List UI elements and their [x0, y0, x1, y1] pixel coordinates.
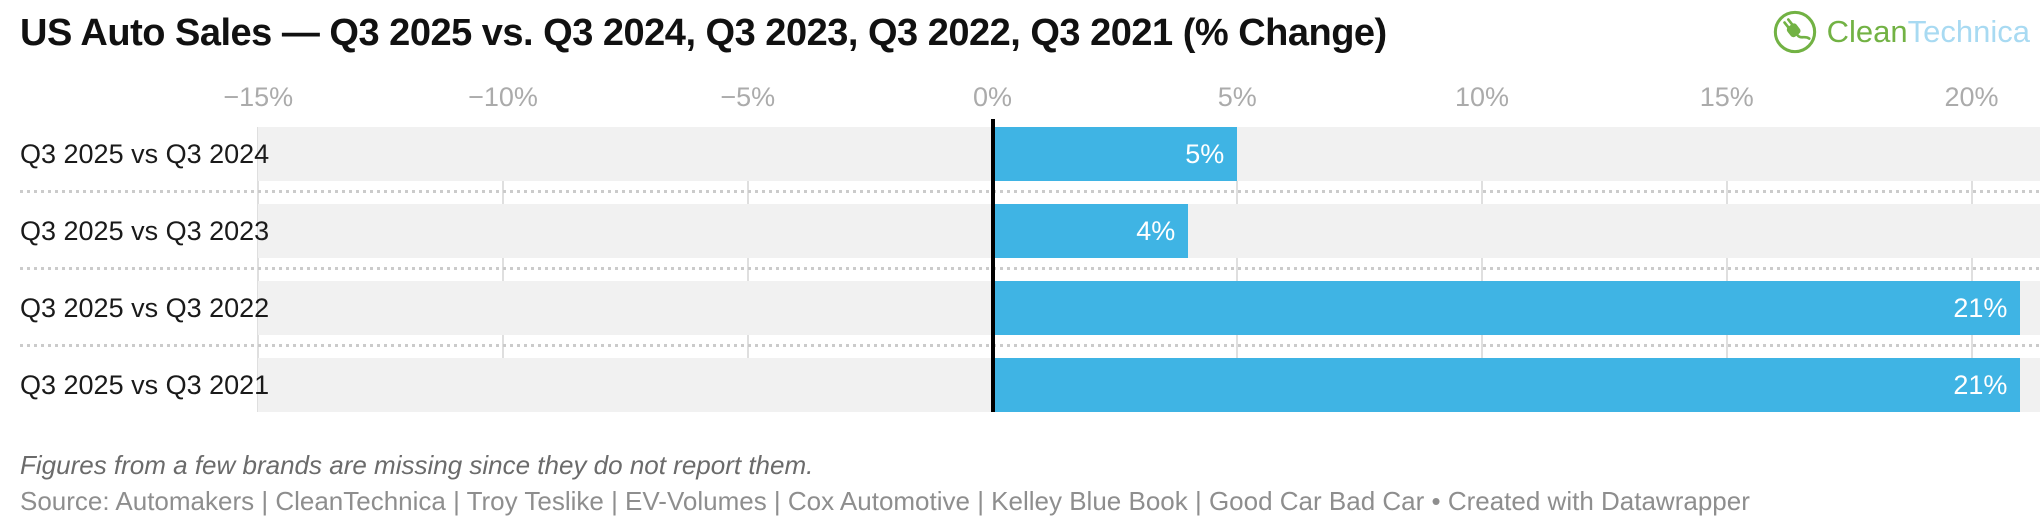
bar-value-label: 21%	[1953, 292, 2008, 323]
logo-word-technica: Technica	[1907, 14, 2030, 49]
bar-value-label: 4%	[1136, 215, 1176, 246]
x-axis-tick-label: 10%	[1454, 82, 1510, 112]
bar[interactable]: 4%	[994, 204, 1189, 258]
cleantechnica-plug-icon	[1773, 10, 1816, 54]
zero-baseline	[990, 119, 995, 412]
category-label: Q3 2025 vs Q3 2021	[20, 370, 270, 400]
bar[interactable]: 21%	[994, 281, 2021, 335]
cleantechnica-logo: CleanTechnica	[1772, 9, 2030, 55]
x-axis-tick-label: −15%	[223, 82, 294, 112]
row-separator-dotted-line	[20, 190, 2040, 193]
category-label: Q3 2025 vs Q3 2024	[20, 139, 270, 169]
row-separator-dotted-line	[20, 344, 2040, 347]
chart-footnote: Figures from a few brands are missing si…	[20, 450, 814, 480]
bar-value-label: 21%	[1953, 369, 2008, 400]
chart-title: US Auto Sales — Q3 2025 vs. Q3 2024, Q3 …	[20, 12, 1387, 54]
x-axis-tick-label: 15%	[1699, 82, 1754, 112]
category-label: Q3 2025 vs Q3 2022	[20, 293, 270, 323]
chart-source: Source: Automakers | CleanTechnica | Tro…	[20, 486, 1750, 516]
x-axis-tick-label: 5%	[1217, 82, 1257, 112]
x-axis-tick-label: 0%	[972, 82, 1013, 112]
x-axis-tick-label: −5%	[720, 82, 776, 112]
x-axis-tick-label: 20%	[1944, 82, 1999, 112]
x-axis-tick-label: −10%	[468, 82, 538, 112]
bar-value-label: 5%	[1185, 138, 1225, 169]
logo-wordmark: CleanTechnica	[1827, 14, 2030, 50]
bar[interactable]: 21%	[994, 358, 2021, 412]
logo-word-clean: Clean	[1826, 14, 1908, 49]
bar[interactable]: 5%	[994, 127, 1238, 181]
row-separator-dotted-line	[20, 267, 2040, 270]
category-label: Q3 2025 vs Q3 2023	[20, 216, 270, 246]
